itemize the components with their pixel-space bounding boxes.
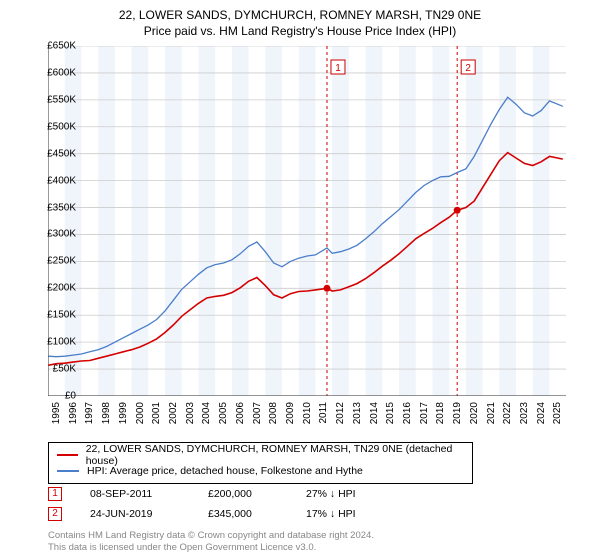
x-tick-label: 2015 <box>385 402 396 424</box>
sale-delta: 27% ↓ HPI <box>306 488 356 500</box>
chart-area: 12 <box>48 46 566 396</box>
y-tick-label: £600K <box>36 67 76 78</box>
sale-date: 08-SEP-2011 <box>90 488 180 500</box>
svg-text:1: 1 <box>335 63 341 74</box>
x-tick-label: 2012 <box>335 402 346 424</box>
y-tick-label: £450K <box>36 148 76 159</box>
credits-line-2: This data is licensed under the Open Gov… <box>48 542 374 554</box>
y-tick-label: £550K <box>36 94 76 105</box>
x-tick-label: 2005 <box>218 402 229 424</box>
x-tick-label: 2009 <box>285 402 296 424</box>
x-tick-label: 2025 <box>552 402 563 424</box>
sale-amount: £200,000 <box>208 488 278 500</box>
x-tick-label: 2008 <box>268 402 279 424</box>
chart-svg: 12 <box>48 46 566 396</box>
x-tick-label: 2021 <box>486 402 497 424</box>
y-tick-label: £300K <box>36 229 76 240</box>
x-tick-label: 2003 <box>185 402 196 424</box>
x-tick-label: 2019 <box>452 402 463 424</box>
x-tick-label: 1995 <box>51 402 62 424</box>
y-tick-label: £150K <box>36 310 76 321</box>
x-tick-label: 1996 <box>68 402 79 424</box>
title-line-1: 22, LOWER SANDS, DYMCHURCH, ROMNEY MARSH… <box>0 0 600 22</box>
x-tick-label: 2000 <box>135 402 146 424</box>
x-tick-label: 2020 <box>469 402 480 424</box>
x-tick-label: 2017 <box>419 402 430 424</box>
y-tick-label: £500K <box>36 121 76 132</box>
legend-row: 22, LOWER SANDS, DYMCHURCH, ROMNEY MARSH… <box>57 447 464 463</box>
sale-marker-1: 1 <box>48 487 62 501</box>
x-tick-label: 1997 <box>84 402 95 424</box>
x-tick-label: 2018 <box>435 402 446 424</box>
x-tick-label: 2002 <box>168 402 179 424</box>
legend-swatch <box>57 454 78 456</box>
sale-amount: £345,000 <box>208 508 278 520</box>
legend-label: HPI: Average price, detached house, Folk… <box>87 465 363 477</box>
x-tick-label: 2016 <box>402 402 413 424</box>
legend-swatch <box>57 470 79 472</box>
y-tick-label: £200K <box>36 283 76 294</box>
sale-date: 24-JUN-2019 <box>90 508 180 520</box>
y-tick-label: £400K <box>36 175 76 186</box>
figure: 22, LOWER SANDS, DYMCHURCH, ROMNEY MARSH… <box>0 0 600 560</box>
y-tick-label: £250K <box>36 256 76 267</box>
legend: 22, LOWER SANDS, DYMCHURCH, ROMNEY MARSH… <box>48 442 473 484</box>
x-tick-label: 2004 <box>201 402 212 424</box>
credits: Contains HM Land Registry data © Crown c… <box>48 530 374 554</box>
x-tick-label: 2024 <box>536 402 547 424</box>
x-tick-label: 2011 <box>318 402 329 424</box>
y-tick-label: £0 <box>36 391 76 402</box>
sale-delta: 17% ↓ HPI <box>306 508 356 520</box>
legend-label: 22, LOWER SANDS, DYMCHURCH, ROMNEY MARSH… <box>86 443 464 467</box>
y-tick-label: £100K <box>36 337 76 348</box>
x-tick-label: 2013 <box>352 402 363 424</box>
sale-marker-2: 2 <box>48 507 62 521</box>
x-tick-label: 2014 <box>369 402 380 424</box>
y-tick-label: £350K <box>36 202 76 213</box>
x-tick-label: 2006 <box>235 402 246 424</box>
x-tick-label: 2007 <box>252 402 263 424</box>
x-tick-label: 2022 <box>502 402 513 424</box>
svg-text:2: 2 <box>465 63 471 74</box>
x-tick-label: 1998 <box>101 402 112 424</box>
x-tick-label: 1999 <box>118 402 129 424</box>
sales-row: 2 24-JUN-2019 £345,000 17% ↓ HPI <box>48 504 356 524</box>
y-tick-label: £650K <box>36 41 76 52</box>
credits-line-1: Contains HM Land Registry data © Crown c… <box>48 530 374 542</box>
y-tick-label: £50K <box>36 364 76 375</box>
x-tick-label: 2001 <box>151 402 162 424</box>
x-tick-label: 2010 <box>302 402 313 424</box>
title-line-2: Price paid vs. HM Land Registry's House … <box>0 22 600 44</box>
sales-table: 1 08-SEP-2011 £200,000 27% ↓ HPI 2 24-JU… <box>48 484 356 524</box>
sales-row: 1 08-SEP-2011 £200,000 27% ↓ HPI <box>48 484 356 504</box>
x-tick-label: 2023 <box>519 402 530 424</box>
